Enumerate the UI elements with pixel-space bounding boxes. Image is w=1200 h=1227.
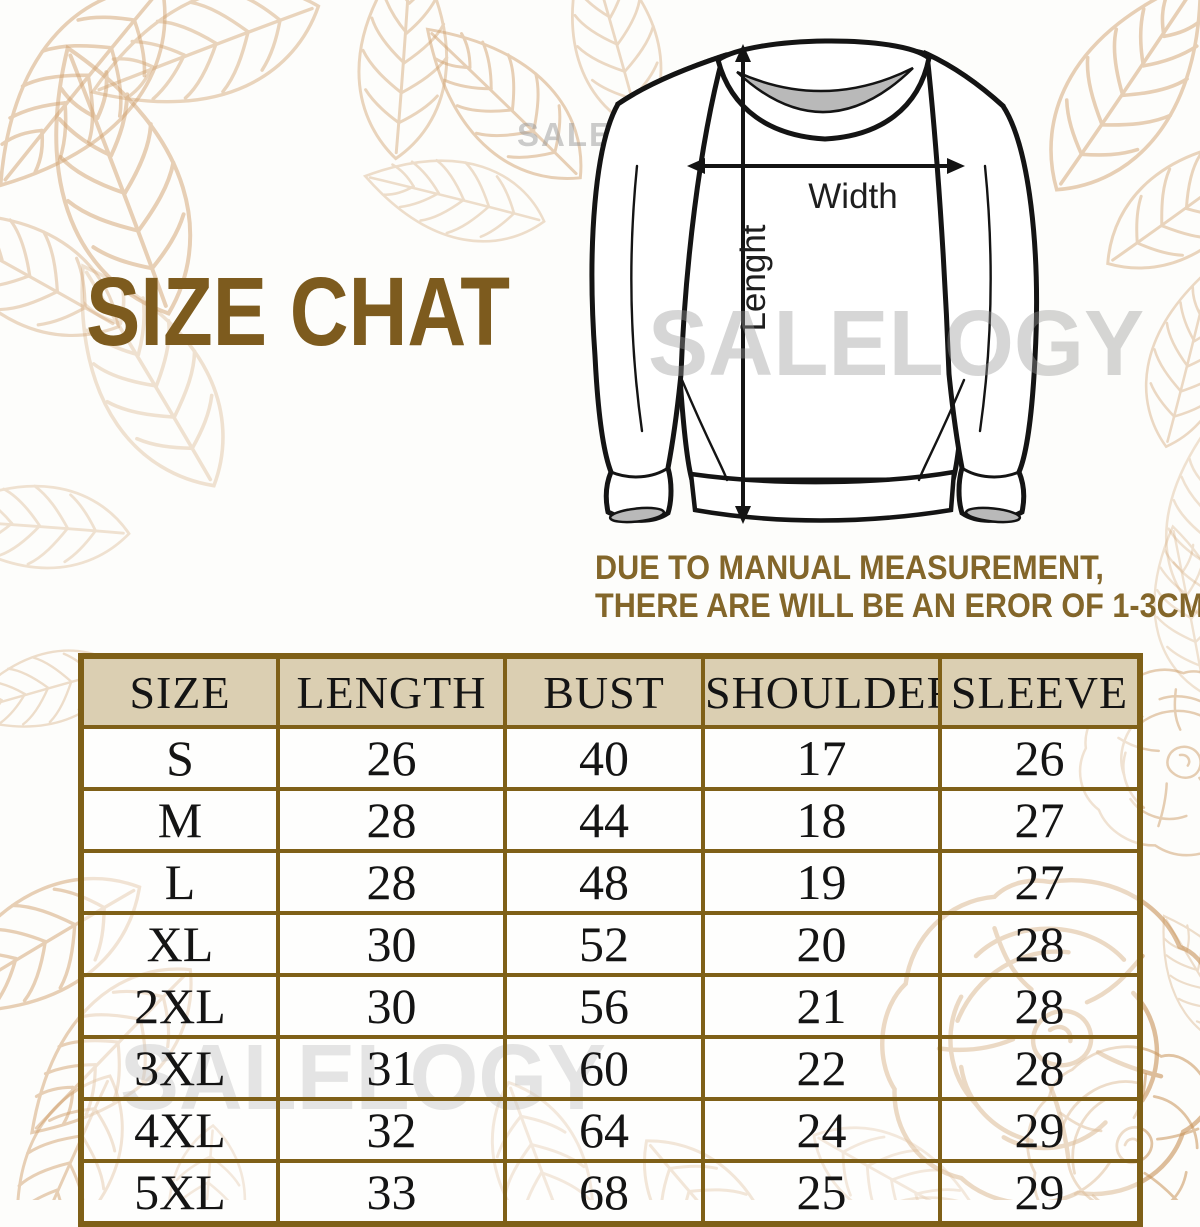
fabric-creases <box>630 164 992 482</box>
size-table: SIZE LENGTH BUST SHOULDER SLEEVE S 26 40… <box>78 653 1143 1227</box>
cell-sleeve: 28 <box>938 1035 1142 1101</box>
cell-sleeve: 28 <box>938 911 1142 977</box>
table-row-3xl: 3XL 31 60 22 28 <box>79 1035 1142 1101</box>
cell-shoulder: 22 <box>701 1035 942 1101</box>
width-measure-label: Width <box>808 177 897 216</box>
cell-sleeve: 28 <box>938 973 1142 1039</box>
cell-shoulder: 18 <box>701 787 942 853</box>
cell-shoulder: 21 <box>701 973 942 1039</box>
sweatshirt-diagram: Width Lenght <box>585 16 1085 538</box>
header-row: SIZE LENGTH BUST SHOULDER SLEEVE <box>79 654 1142 729</box>
length-arrow <box>735 44 751 524</box>
length-measure-label: Lenght <box>734 224 773 331</box>
cell-size: L <box>79 849 280 915</box>
cell-bust: 48 <box>503 849 705 915</box>
table-row-m: M 28 44 18 27 <box>79 787 1142 853</box>
cell-length: 33 <box>276 1159 507 1226</box>
cell-length: 26 <box>276 725 507 791</box>
col-header-sleeve: SLEEVE <box>938 654 1142 729</box>
cell-length: 31 <box>276 1035 507 1101</box>
cell-length: 28 <box>276 849 507 915</box>
table-row-l: L 28 48 19 27 <box>79 849 1142 915</box>
left-cuff-line <box>610 466 669 479</box>
col-header-length: LENGTH <box>276 654 507 729</box>
cell-sleeve: 29 <box>938 1097 1142 1163</box>
cell-length: 32 <box>276 1097 507 1163</box>
cell-shoulder: 17 <box>701 725 942 791</box>
cell-bust: 52 <box>503 911 705 977</box>
page-title: SIZE CHAT <box>86 257 511 366</box>
cell-sleeve: 27 <box>938 787 1142 853</box>
measurement-note: DUE TO MANUAL MEASUREMENT, THERE ARE WIL… <box>595 549 1200 625</box>
table-row-s: S 26 40 17 26 <box>79 725 1142 791</box>
cell-bust: 64 <box>503 1097 705 1163</box>
cell-size: 5XL <box>79 1159 280 1226</box>
sweatshirt-hem <box>688 469 957 523</box>
cell-size: 4XL <box>79 1097 280 1163</box>
cell-length: 28 <box>276 787 507 853</box>
collar-rib <box>736 66 914 114</box>
cell-size: M <box>79 787 280 853</box>
right-cuff-line <box>961 466 1020 479</box>
cell-sleeve: 26 <box>938 725 1142 791</box>
cell-length: 30 <box>276 973 507 1039</box>
cell-size: S <box>79 725 280 791</box>
cell-bust: 40 <box>503 725 705 791</box>
note-line-1: DUE TO MANUAL MEASUREMENT, <box>595 549 1104 587</box>
cell-length: 30 <box>276 911 507 977</box>
col-header-bust: BUST <box>503 654 705 729</box>
cell-sleeve: 27 <box>938 849 1142 915</box>
cell-shoulder: 20 <box>701 911 942 977</box>
cell-size: 3XL <box>79 1035 280 1101</box>
cell-shoulder: 19 <box>701 849 942 915</box>
table-row-xl: XL 30 52 20 28 <box>79 911 1142 977</box>
cell-bust: 56 <box>503 973 705 1039</box>
note-line-2: THERE ARE WILL BE AN EROR OF 1-3CM <box>595 587 1200 625</box>
col-header-shoulder: SHOULDER <box>701 654 942 729</box>
right-cuff-opening <box>964 506 1022 524</box>
cell-bust: 60 <box>503 1035 705 1101</box>
width-arrow <box>687 158 965 174</box>
cell-size: XL <box>79 911 280 977</box>
cell-sleeve: 29 <box>938 1159 1142 1226</box>
cell-shoulder: 24 <box>701 1097 942 1163</box>
cell-size: 2XL <box>79 973 280 1039</box>
sweatshirt-drawing: Width Lenght <box>589 38 1040 524</box>
table-row-5xl: 5XL 33 68 25 29 <box>79 1159 1142 1226</box>
table-row-2xl: 2XL 30 56 21 28 <box>79 973 1142 1039</box>
cell-shoulder: 25 <box>701 1159 942 1226</box>
cell-bust: 44 <box>503 787 705 853</box>
col-header-size: SIZE <box>79 654 280 729</box>
left-cuff-opening <box>608 506 666 524</box>
cell-bust: 68 <box>503 1159 705 1226</box>
table-row-4xl: 4XL 32 64 24 29 <box>79 1097 1142 1163</box>
